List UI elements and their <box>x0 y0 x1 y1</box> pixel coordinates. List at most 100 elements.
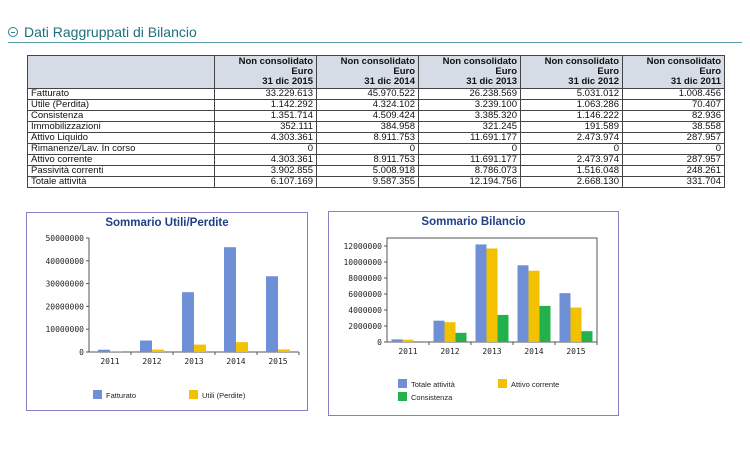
chart-sommario-bilancio: Sommario Bilancio 0 2000000 4000000 6000000 8… <box>328 211 619 416</box>
y-tick-label: 0 <box>79 348 84 357</box>
table-row: Utile (Perdita) 1.142.292 4.324.102 3.239.1… <box>27 99 725 111</box>
collapse-toggle-icon[interactable] <box>8 27 18 37</box>
row-label: Fatturato <box>27 88 215 100</box>
legend-swatch <box>93 390 102 399</box>
legend-label: Fatturato <box>106 391 136 400</box>
bar-attivo-corrente <box>570 307 582 342</box>
table-cell: 321.245 <box>418 121 521 133</box>
table-row: Rimanenze/Lav. In corso 0 0 0 0 0 <box>27 143 725 155</box>
chart-title: Sommario Bilancio <box>421 216 525 228</box>
bar-utili-perdite- <box>194 344 206 352</box>
table-cell: 3.385.320 <box>418 110 521 122</box>
y-tick-label: 20000000 <box>45 302 84 311</box>
legend-swatch <box>189 390 198 399</box>
bar-attivo-corrente <box>444 322 456 342</box>
bar-consistenza <box>497 314 509 342</box>
legend-swatch <box>398 379 407 388</box>
bar-consistenza <box>539 305 551 342</box>
table-cell: 2.473.974 <box>520 154 623 166</box>
legend-label: Attivo corrente <box>511 380 559 389</box>
x-tick-label: 2015 <box>268 357 287 366</box>
table-cell: 9.587.355 <box>316 176 419 188</box>
row-label: Utile (Perdita) <box>27 99 215 111</box>
table-cell: 6.107.169 <box>214 176 317 188</box>
table-corner-cell <box>27 55 215 89</box>
column-header: Non consolidato Euro 31 dic 2013 <box>418 55 521 89</box>
x-tick-label: 2012 <box>142 357 161 366</box>
y-tick-label: 50000000 <box>45 234 84 243</box>
table-cell: 4.324.102 <box>316 99 419 111</box>
legend-swatch <box>498 379 507 388</box>
y-tick-label: 10000000 <box>343 258 382 267</box>
table-cell: 5.008.918 <box>316 165 419 177</box>
chart-title: Sommario Utili/Perdite <box>105 217 228 229</box>
table-cell: 3.902.855 <box>214 165 317 177</box>
table-cell: 1.516.048 <box>520 165 623 177</box>
row-label: Totale attività <box>27 176 215 188</box>
x-tick-label: 2012 <box>440 347 459 356</box>
column-header: Non consolidato Euro 31 dic 2015 <box>214 55 317 89</box>
y-tick-label: 4000000 <box>348 306 382 315</box>
bar-totale-attivit- <box>391 339 403 342</box>
table-cell: 0 <box>622 143 725 155</box>
table-cell: 8.786.073 <box>418 165 521 177</box>
y-tick-label: 0 <box>377 338 382 347</box>
table-row: Totale attività 6.107.169 9.587.355 12.194.… <box>27 176 725 188</box>
table-cell: 4.303.361 <box>214 132 317 144</box>
table-header-row: Non consolidato Euro 31 dic 2015 Non conso… <box>27 55 725 89</box>
table-cell: 4.303.361 <box>214 154 317 166</box>
table-cell: 191.589 <box>520 121 623 133</box>
table-cell: 11.691.177 <box>418 132 521 144</box>
table-cell: 0 <box>520 143 623 155</box>
table-cell: 3.239.100 <box>418 99 521 111</box>
column-header: Non consolidato Euro 31 dic 2014 <box>316 55 419 89</box>
bar-totale-attivit- <box>433 320 445 342</box>
bar-attivo-corrente <box>528 270 540 342</box>
bar-fatturato <box>182 292 194 352</box>
table-cell: 70.407 <box>622 99 725 111</box>
table-row: Attivo Liquido 4.303.361 8.911.753 11.691.1… <box>27 132 725 144</box>
y-tick-label: 10000000 <box>45 325 84 334</box>
table-cell: 12.194.756 <box>418 176 521 188</box>
y-tick-label: 6000000 <box>348 290 382 299</box>
bar-fatturato <box>140 340 152 352</box>
bar-consistenza <box>413 341 425 342</box>
bar-fatturato <box>266 276 278 352</box>
bar-fatturato <box>224 247 236 352</box>
table-cell: 1.351.714 <box>214 110 317 122</box>
table-row: Passività correnti 3.902.855 5.008.918 8.78… <box>27 165 725 177</box>
table-cell: 8.911.753 <box>316 132 419 144</box>
table-cell: 11.691.177 <box>418 154 521 166</box>
chart-utili-perdite: Sommario Utili/Perdite 0 10000000 20000000 3… <box>26 212 308 411</box>
table-cell: 1.063.286 <box>520 99 623 111</box>
financial-table: Non consolidato Euro 31 dic 2015 Non conso… <box>27 55 725 188</box>
x-tick-label: 2015 <box>566 347 585 356</box>
bar-utili-perdite- <box>236 342 248 352</box>
table-cell: 38.558 <box>622 121 725 133</box>
table-cell: 384.958 <box>316 121 419 133</box>
row-label: Immobilizzazioni <box>27 121 215 133</box>
table-cell: 2.473.974 <box>520 132 623 144</box>
bar-attivo-corrente <box>402 339 414 342</box>
chart-svg: Sommario Utili/Perdite 0 10000000 20000000 3… <box>45 217 300 400</box>
legend-swatch <box>398 392 407 401</box>
table-cell: 331.704 <box>622 176 725 188</box>
table-cell: 33.229.613 <box>214 88 317 100</box>
table-row: Attivo corrente 4.303.361 8.911.753 11.691.… <box>27 154 725 166</box>
table-cell: 248.261 <box>622 165 725 177</box>
x-tick-label: 2013 <box>184 357 203 366</box>
legend-label: Utili (Perdite) <box>202 391 246 400</box>
y-tick-label: 40000000 <box>45 257 84 266</box>
table-cell: 2.668.130 <box>520 176 623 188</box>
table-row: Consistenza 1.351.714 4.509.424 3.385.320 1.… <box>27 110 725 122</box>
legend-label: Totale attività <box>411 380 456 389</box>
y-tick-label: 30000000 <box>45 280 84 289</box>
table-cell: 1.146.222 <box>520 110 623 122</box>
y-tick-label: 12000000 <box>343 242 382 251</box>
y-tick-label: 8000000 <box>348 274 382 283</box>
table-cell: 0 <box>214 143 317 155</box>
table-cell: 352.111 <box>214 121 317 133</box>
table-cell: 0 <box>316 143 419 155</box>
row-label: Attivo corrente <box>27 154 215 166</box>
table-cell: 0 <box>418 143 521 155</box>
